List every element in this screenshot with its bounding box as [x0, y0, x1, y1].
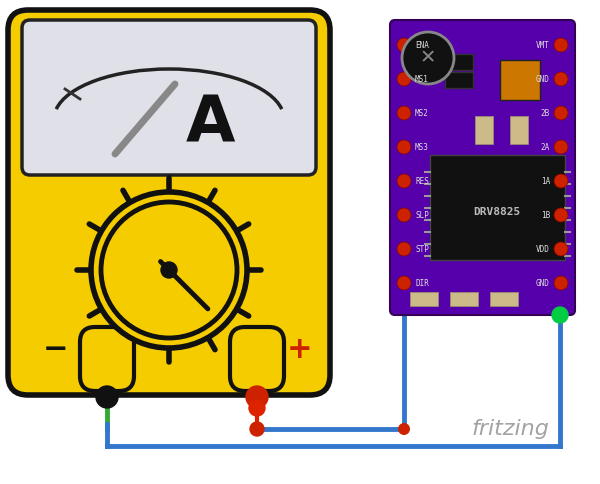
Text: MS1: MS1 [415, 75, 429, 84]
Circle shape [397, 106, 411, 120]
FancyBboxPatch shape [8, 10, 330, 395]
Text: VMT: VMT [536, 41, 550, 49]
Text: GND: GND [536, 278, 550, 287]
Circle shape [554, 174, 568, 188]
Text: RES: RES [415, 177, 429, 185]
Text: DRV8825: DRV8825 [473, 207, 521, 217]
Circle shape [96, 386, 118, 408]
Circle shape [397, 242, 411, 256]
Circle shape [397, 140, 411, 154]
Circle shape [161, 262, 177, 278]
Text: MS3: MS3 [415, 142, 429, 151]
FancyBboxPatch shape [390, 20, 575, 315]
Circle shape [554, 276, 568, 290]
Bar [450, 292, 478, 306]
Circle shape [402, 32, 454, 84]
Circle shape [554, 38, 568, 52]
Text: 2A: 2A [541, 142, 550, 151]
Circle shape [250, 422, 264, 436]
Bar [490, 292, 518, 306]
Circle shape [552, 307, 568, 323]
Text: 1A: 1A [541, 177, 550, 185]
Circle shape [246, 386, 268, 408]
Circle shape [554, 208, 568, 222]
Circle shape [397, 72, 411, 86]
Circle shape [249, 400, 265, 416]
Circle shape [397, 174, 411, 188]
Text: ENA: ENA [415, 41, 429, 49]
Bar [430, 155, 565, 260]
Circle shape [554, 242, 568, 256]
FancyBboxPatch shape [230, 327, 284, 391]
Text: ✕: ✕ [420, 48, 436, 67]
Circle shape [101, 202, 237, 338]
Bar [475, 116, 493, 144]
Circle shape [397, 38, 411, 52]
FancyBboxPatch shape [22, 20, 316, 175]
Text: 2B: 2B [541, 108, 550, 118]
Circle shape [554, 106, 568, 120]
Circle shape [397, 208, 411, 222]
FancyBboxPatch shape [80, 327, 134, 391]
Bar [410, 292, 438, 306]
Text: GND: GND [536, 75, 550, 84]
Text: SLP: SLP [415, 211, 429, 220]
Text: VDD: VDD [536, 244, 550, 254]
Text: MS2: MS2 [415, 108, 429, 118]
Text: DIR: DIR [415, 278, 429, 287]
Bar [500, 60, 540, 100]
Text: A: A [185, 93, 235, 155]
Circle shape [91, 192, 247, 348]
Text: fritzing: fritzing [471, 419, 549, 439]
Bar [445, 72, 473, 88]
Circle shape [398, 423, 410, 435]
Bar [510, 116, 528, 144]
Circle shape [397, 276, 411, 290]
Circle shape [554, 140, 568, 154]
Text: +: + [287, 334, 313, 363]
Circle shape [554, 72, 568, 86]
Bar [445, 54, 473, 70]
Text: STP: STP [415, 244, 429, 254]
Text: 1B: 1B [541, 211, 550, 220]
Text: −: − [42, 334, 68, 363]
